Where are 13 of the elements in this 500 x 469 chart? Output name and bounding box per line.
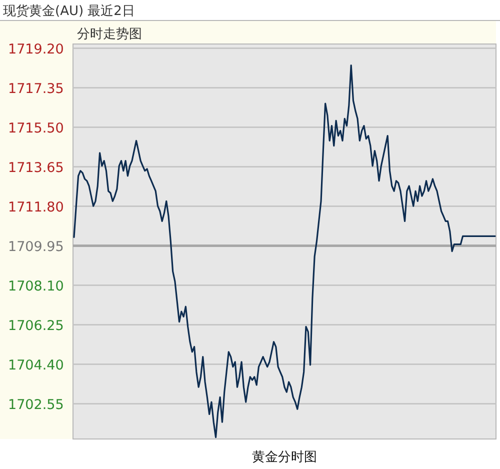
y-tick-label: 1704.40 <box>8 357 64 374</box>
chart-subtitle: 分时走势图 <box>77 27 142 42</box>
y-tick-label: 1713.65 <box>8 160 64 176</box>
x-axis-title: 黄金分时图 <box>252 450 317 465</box>
y-tick-label: 1711.80 <box>8 199 64 216</box>
y-tick-label: 1715.50 <box>8 120 64 136</box>
y-tick-label: 1709.95 <box>8 238 64 255</box>
y-tick-label: 1706.25 <box>8 318 64 334</box>
y-tick-label: 1719.20 <box>8 41 64 58</box>
y-tick-label: 1702.55 <box>8 396 64 413</box>
y-tick-label: 1717.35 <box>8 80 64 97</box>
chart-title: 现货黄金(AU) 最近2日 <box>3 4 135 19</box>
y-tick-label: 1708.10 <box>8 278 64 294</box>
